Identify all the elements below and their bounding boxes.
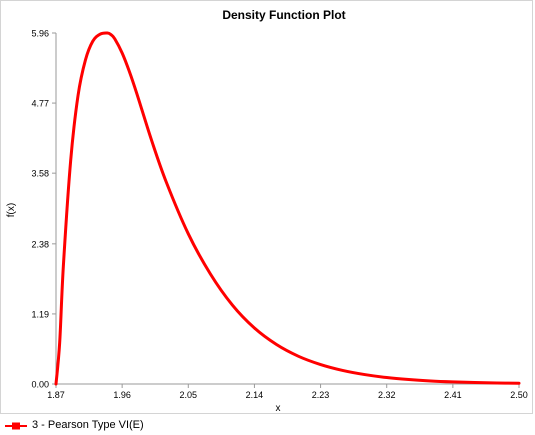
x-tick-label: 2.23 xyxy=(312,390,330,400)
y-tick-label: 0.00 xyxy=(31,380,49,390)
x-tick-label: 2.41 xyxy=(444,390,462,400)
x-axis-ticks: 1.87 1.96 2.05 2.14 2.23 2.32 2.41 2.50 xyxy=(47,384,528,400)
chart-frame: Density Function Plot 0.00 1.19 2.38 3.58 4.… xyxy=(0,0,533,414)
y-tick-label: 2.38 xyxy=(31,239,49,249)
series-line-1 xyxy=(54,31,521,386)
y-tick-label: 3.58 xyxy=(31,169,49,179)
y-tick-label: 1.19 xyxy=(31,309,49,319)
y-tick-label: 5.96 xyxy=(31,29,49,39)
x-tick-label: 2.50 xyxy=(510,390,528,400)
legend-swatch-series-1 xyxy=(5,422,27,430)
y-axis-label: f(x) xyxy=(6,203,17,217)
x-tick-label: 1.96 xyxy=(113,390,131,400)
x-tick-label: 2.05 xyxy=(180,390,198,400)
chart-title: Density Function Plot xyxy=(222,8,345,22)
density-chart: Density Function Plot 0.00 1.19 2.38 3.58 4.… xyxy=(6,8,528,414)
y-axis-ticks: 0.00 1.19 2.38 3.58 4.77 5.96 xyxy=(31,29,56,390)
series-layer xyxy=(54,31,521,386)
legend: 3 - Pearson Type VI(E) xyxy=(0,416,535,435)
y-tick-label: 4.77 xyxy=(31,99,49,109)
x-tick-label: 2.32 xyxy=(378,390,396,400)
legend-label-series-1: 3 - Pearson Type VI(E) xyxy=(32,419,144,431)
x-axis-label: x xyxy=(276,403,281,414)
x-tick-label: 2.14 xyxy=(246,390,264,400)
x-tick-label: 1.87 xyxy=(47,390,65,400)
